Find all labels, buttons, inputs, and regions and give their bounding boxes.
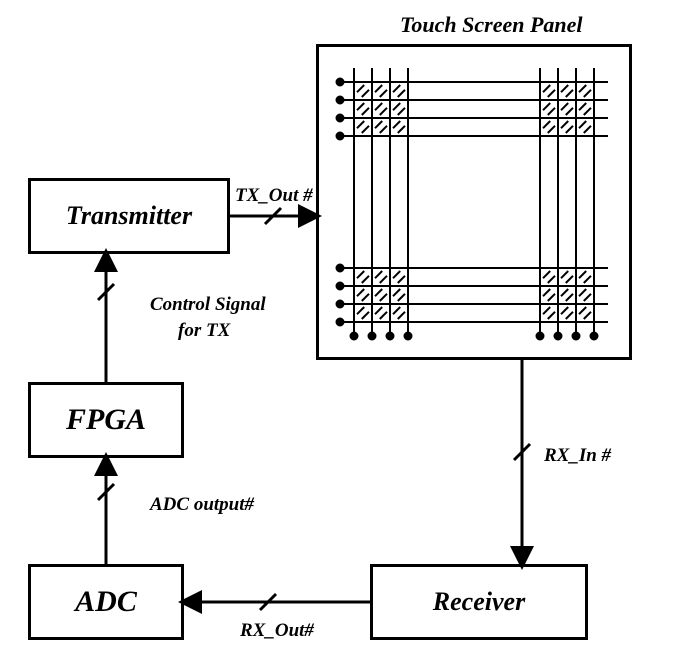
touch-panel-grid <box>316 44 632 360</box>
diagram-canvas: Touch Screen Panel Transmitter FPGA ADC … <box>0 0 675 661</box>
